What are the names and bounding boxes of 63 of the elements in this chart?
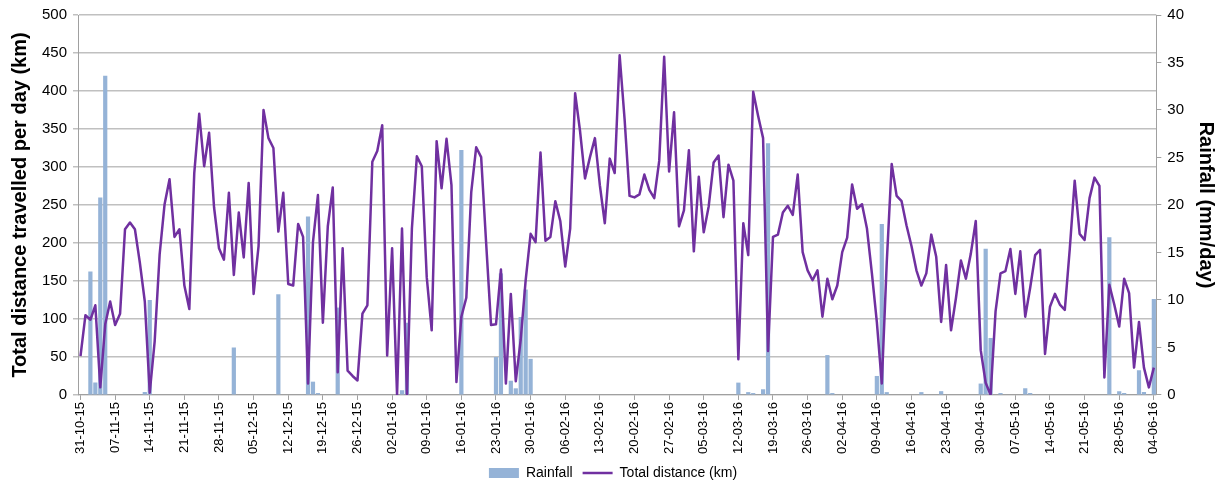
y-tick-label: 500 (42, 5, 68, 23)
x-tick-label: 20-02-16 (626, 401, 642, 455)
x-tick-label: 02-01-16 (383, 401, 399, 455)
x-tick-label: 02-04-16 (833, 401, 849, 455)
y-tick-label: 450 (42, 43, 68, 61)
x-tick-label: 19-03-16 (764, 401, 780, 455)
x-tick-label: 13-02-16 (591, 401, 607, 455)
x-tick-label: 12-12-15 (279, 401, 295, 455)
bar (276, 294, 281, 395)
bar (88, 271, 93, 395)
x-tick-label: 21-05-16 (1076, 401, 1092, 455)
x-tick-label: 16-01-16 (452, 401, 468, 455)
bar (1023, 388, 1028, 395)
bar (1136, 370, 1142, 395)
y-tick-label: 300 (42, 157, 68, 175)
x-tick-label: 30-01-16 (522, 401, 538, 455)
x-tick-label: 16-04-16 (903, 401, 919, 455)
bar (825, 355, 830, 395)
y-tick-label: 200 (42, 233, 68, 251)
y2-tick-label: 35 (1167, 52, 1184, 70)
x-tick-label: 26-12-15 (349, 401, 365, 455)
x-tick-label: 14-11-15 (141, 401, 157, 454)
y2-tick-label: 30 (1167, 100, 1184, 118)
x-tick-label: 14-05-16 (1041, 401, 1057, 455)
y2-tick-label: 15 (1167, 242, 1184, 260)
y-tick-label: 250 (42, 195, 68, 213)
y-tick-label: 150 (42, 271, 68, 289)
y2-tick-label: 20 (1167, 195, 1184, 213)
y-tick-label: 400 (42, 81, 68, 99)
x-tick-label: 28-05-16 (1110, 401, 1126, 455)
y-tick-label: 350 (42, 119, 68, 137)
x-tick-label: 05-12-15 (245, 401, 261, 455)
bar (1151, 299, 1156, 395)
y2-tick-label: 10 (1167, 290, 1184, 308)
x-tick-label: 07-05-16 (1006, 401, 1022, 455)
y2-tick-label: 40 (1167, 5, 1184, 23)
y-tick-label: 50 (50, 347, 68, 365)
y2-tick-label: 5 (1167, 337, 1176, 355)
x-tick-label: 23-04-16 (937, 401, 953, 455)
y2-axis-title: Rainfall (mm/day) (1196, 121, 1219, 289)
y-axis-title: Total distance travelled per day (km) (7, 32, 30, 378)
y2-tick-label: 0 (1167, 385, 1176, 403)
x-tick-label: 27-02-16 (660, 401, 676, 455)
x-tick-label: 05-03-16 (695, 401, 711, 455)
x-tick-label: 28-11-15 (210, 401, 226, 454)
legend-label: Total distance (km) (619, 463, 738, 480)
x-tick-label: 04-06-16 (1145, 401, 1161, 455)
y2-tick-label: 25 (1167, 147, 1184, 165)
x-tick-label: 19-12-15 (314, 401, 330, 455)
x-tick-label: 09-04-16 (868, 401, 884, 455)
x-tick-label: 12-03-16 (729, 401, 745, 455)
y-tick-label: 0 (58, 385, 68, 403)
x-tick-label: 30-04-16 (972, 401, 988, 455)
legend-label: Rainfall (525, 463, 573, 480)
y-tick-label: 100 (42, 309, 68, 327)
x-tick-label: 21-11-15 (175, 401, 191, 454)
x-tick-label: 26-03-16 (799, 401, 815, 455)
x-tick-label: 07-11-15 (106, 401, 122, 454)
bar (231, 347, 236, 395)
x-tick-label: 06-02-16 (556, 401, 572, 455)
x-tick-label: 31-10-15 (72, 401, 88, 455)
x-tick-label: 23-01-16 (487, 401, 503, 455)
x-tick-label: 09-01-16 (418, 401, 434, 455)
